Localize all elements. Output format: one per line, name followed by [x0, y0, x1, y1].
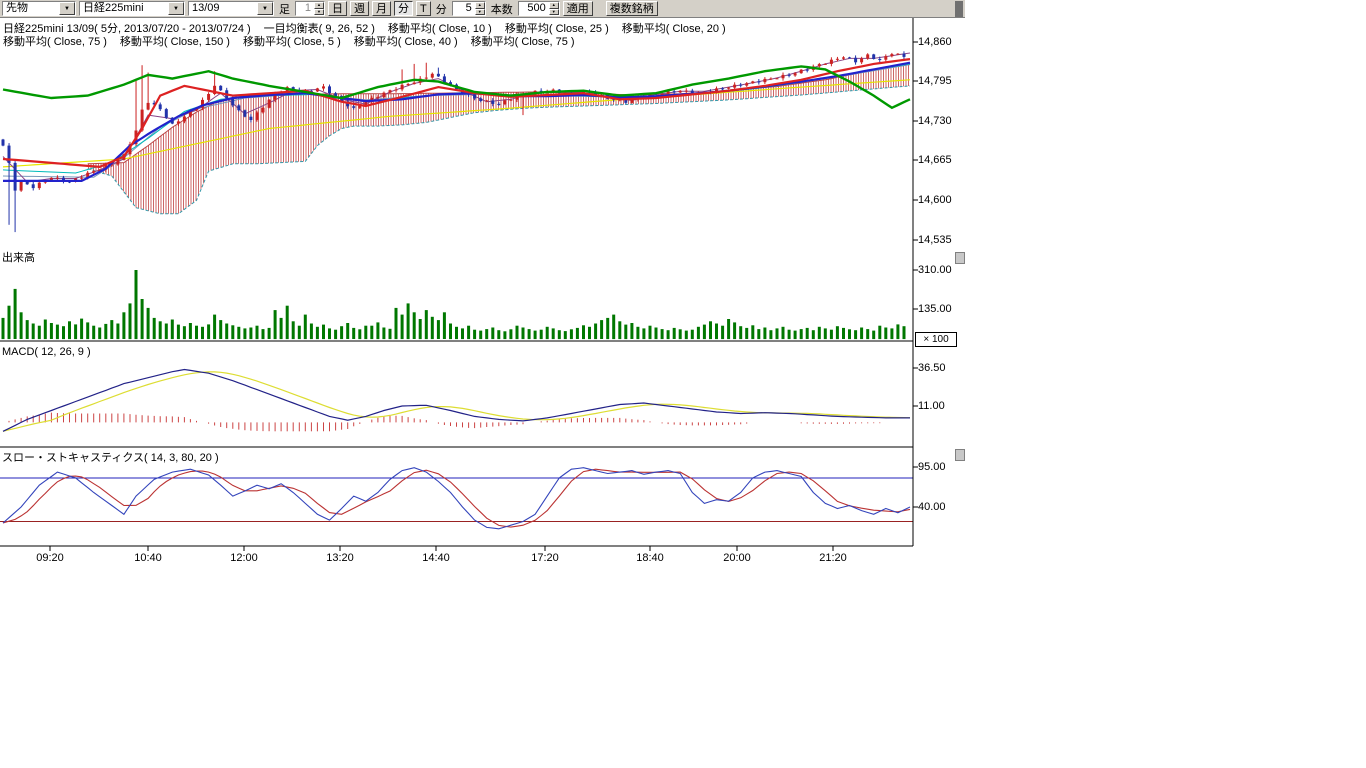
legend-symbol: 日経225mini 13/09( 5分, 2013/07/20 - 2013/0…	[3, 23, 251, 35]
time-axis-label: 13:20	[326, 552, 354, 564]
symbol-select-value: 日経225mini	[83, 2, 144, 14]
minute-stepper[interactable]: 5 ▲ ▼	[451, 1, 486, 16]
category-select-value: 先物	[6, 2, 28, 14]
price-axis-label: 14,535	[918, 234, 952, 246]
period-button-tick[interactable]: T	[416, 1, 431, 16]
legend-ichimoku: 一目均衡表( 9, 26, 52 )	[263, 23, 375, 35]
legend-ma5: 移動平均( Close, 5 )	[242, 36, 341, 48]
bar-interval-stepper[interactable]: 1 ▲ ▼	[295, 1, 325, 16]
chart-window: 先物 ▼ 日経225mini ▼ 13/09 ▼ 足 1 ▲ ▼ 日 週 月	[0, 0, 966, 578]
contract-select-value: 13/09	[192, 2, 220, 14]
indicator-legend-row-1: 日経225mini 13/09( 5分, 2013/07/20 - 2013/0…	[3, 20, 739, 36]
legend-ma75b: 移動平均( Close, 75 )	[470, 36, 575, 48]
time-axis-label: 20:00	[723, 552, 751, 564]
price-axis-label: 14,665	[918, 154, 952, 166]
stoch-axis-label: 40.00	[918, 501, 946, 513]
time-axis-label: 10:40	[134, 552, 162, 564]
bars-count-label: 本数	[490, 3, 513, 16]
chevron-down-icon[interactable]: ▼	[168, 2, 184, 15]
chart-canvas[interactable]	[0, 18, 966, 578]
period-button-day[interactable]: 日	[328, 1, 347, 16]
price-axis-label: 14,600	[918, 194, 952, 206]
category-select[interactable]: 先物 ▼	[2, 1, 76, 16]
spin-up-icon[interactable]: ▲	[474, 2, 485, 9]
bar-type-label: 足	[279, 3, 290, 16]
legend-ma40: 移動平均( Close, 40 )	[353, 36, 458, 48]
spin-down-icon[interactable]: ▼	[474, 8, 485, 15]
spin-down-icon[interactable]: ▼	[314, 8, 324, 15]
macd-axis-label: 36.50	[918, 362, 946, 374]
bars-count-value[interactable]: 500	[527, 2, 546, 14]
legend-ma150: 移動平均( Close, 150 )	[119, 36, 230, 48]
chevron-down-icon[interactable]: ▼	[59, 2, 75, 15]
macd-axis-label: 11.00	[918, 400, 945, 412]
bar-interval-value[interactable]: 1	[304, 2, 311, 14]
period-button-week[interactable]: 週	[350, 1, 369, 16]
symbol-select[interactable]: 日経225mini ▼	[79, 1, 185, 16]
apply-button[interactable]: 適用	[562, 1, 593, 16]
bars-count-stepper[interactable]: 500 ▲ ▼	[517, 1, 560, 16]
legend-ma75: 移動平均( Close, 75 )	[3, 36, 107, 48]
legend-ma25: 移動平均( Close, 25 )	[504, 23, 609, 35]
toolbar: 先物 ▼ 日経225mini ▼ 13/09 ▼ 足 1 ▲ ▼ 日 週 月	[0, 0, 965, 18]
macd-panel-title: MACD( 12, 26, 9 )	[2, 346, 91, 358]
time-axis-label: 09:20	[36, 552, 64, 564]
chevron-down-icon[interactable]: ▼	[257, 2, 273, 15]
time-axis-label: 17:20	[531, 552, 559, 564]
indicator-legend-row-2: 移動平均( Close, 75 ) 移動平均( Close, 150 ) 移動平均(…	[3, 33, 588, 49]
volume-multiplier-badge: × 100	[915, 332, 957, 347]
spin-down-icon[interactable]: ▼	[548, 8, 559, 15]
spin-up-icon[interactable]: ▲	[548, 2, 559, 9]
price-axis-label: 14,730	[918, 115, 952, 127]
window-edge	[955, 0, 963, 17]
chart-area: 日経225mini 13/09( 5分, 2013/07/20 - 2013/0…	[0, 18, 966, 578]
panel-splitter-grip[interactable]	[955, 252, 965, 264]
legend-ma20: 移動平均( Close, 20 )	[621, 23, 726, 35]
volume-panel-title: 出来高	[2, 252, 35, 264]
stoch-panel-title: スロー・ストキャスティクス( 14, 3, 80, 20 )	[2, 452, 219, 464]
time-axis-label: 14:40	[422, 552, 450, 564]
legend-ma10: 移動平均( Close, 10 )	[387, 23, 492, 35]
minute-label: 分	[435, 3, 447, 16]
period-button-month[interactable]: 月	[372, 1, 391, 16]
period-button-minute[interactable]: 分	[394, 1, 413, 16]
spin-up-icon[interactable]: ▲	[314, 2, 324, 9]
volume-axis-label: 135.00	[918, 303, 952, 315]
time-axis-label: 18:40	[636, 552, 664, 564]
minute-value[interactable]: 5	[465, 2, 472, 14]
volume-axis-label: 310.00	[918, 264, 952, 276]
multi-symbol-button[interactable]: 複数銘柄	[605, 1, 658, 16]
price-axis-label: 14,860	[918, 36, 952, 48]
time-axis-label: 21:20	[819, 552, 847, 564]
price-axis-label: 14,795	[918, 75, 952, 87]
panel-splitter-grip[interactable]	[955, 449, 965, 461]
time-axis-label: 12:00	[230, 552, 258, 564]
stoch-axis-label: 95.00	[918, 461, 946, 473]
contract-select[interactable]: 13/09 ▼	[188, 1, 274, 16]
